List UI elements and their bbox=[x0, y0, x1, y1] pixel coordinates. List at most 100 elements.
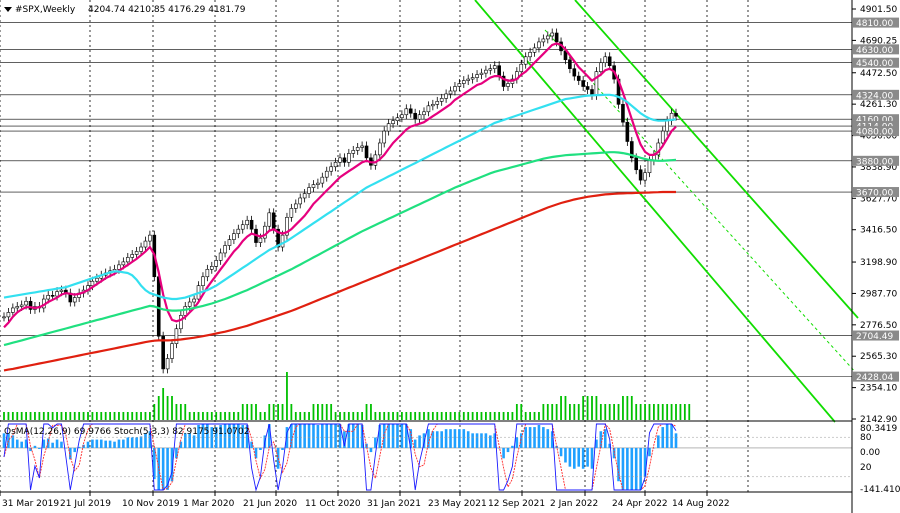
volume-bar bbox=[95, 412, 98, 420]
osma-bar bbox=[197, 424, 200, 448]
osma-bar bbox=[435, 431, 439, 448]
candle-body bbox=[408, 108, 413, 114]
indicator-title: OsMA(12,26,9) 69.9766 Stoch(5,3,3) 82.91… bbox=[4, 427, 250, 437]
candle-body bbox=[585, 86, 590, 90]
volume-bar bbox=[78, 412, 81, 420]
osma-bar bbox=[515, 437, 519, 448]
level-label: 4540.00 bbox=[856, 59, 893, 69]
volume-bar bbox=[498, 412, 501, 420]
volume-bar bbox=[431, 412, 434, 420]
volume-bar bbox=[484, 412, 487, 420]
osma-bar bbox=[493, 433, 497, 448]
osma-bar bbox=[648, 447, 651, 457]
candle-body bbox=[576, 75, 581, 81]
candle-body bbox=[293, 203, 298, 209]
axes bbox=[0, 0, 856, 513]
volume-bar bbox=[100, 412, 103, 420]
time-tick-label: 11 Oct 2020 bbox=[305, 499, 361, 509]
candle-body bbox=[364, 145, 369, 159]
candle-body bbox=[143, 240, 148, 248]
level-label-box bbox=[853, 126, 899, 137]
volume-bar bbox=[250, 404, 253, 420]
osma-bar bbox=[458, 429, 461, 448]
volume-bar bbox=[210, 412, 213, 420]
volume-bar bbox=[7, 412, 10, 420]
candle-body bbox=[435, 101, 440, 105]
candle-body bbox=[209, 266, 214, 270]
candle-body bbox=[214, 260, 219, 267]
osma-bar bbox=[29, 447, 32, 452]
volume-bar bbox=[405, 412, 408, 420]
osma-bar bbox=[166, 447, 169, 490]
level-label-box bbox=[853, 17, 899, 28]
osma-bar bbox=[237, 424, 240, 448]
candle-body bbox=[497, 65, 501, 77]
osma-bar bbox=[232, 424, 236, 448]
osma-bar bbox=[122, 439, 125, 448]
candle-body bbox=[581, 80, 585, 87]
triangle-down-icon[interactable] bbox=[4, 7, 12, 12]
candle-body bbox=[329, 166, 333, 172]
volume-bar bbox=[255, 404, 257, 420]
volume-bar bbox=[644, 404, 646, 420]
osma-bar bbox=[630, 447, 634, 490]
osma-bar bbox=[179, 441, 183, 448]
osma-bar bbox=[511, 445, 514, 448]
osma-bar bbox=[577, 447, 581, 467]
osma-bar bbox=[329, 424, 333, 448]
volume-bar bbox=[325, 404, 328, 420]
osma-bar bbox=[153, 447, 156, 480]
volume-bars bbox=[3, 372, 691, 420]
osma-bar bbox=[356, 424, 359, 448]
osma-bar bbox=[325, 424, 329, 448]
osma-bar bbox=[674, 433, 678, 448]
osma-bar bbox=[471, 433, 474, 448]
volume-bar bbox=[356, 412, 359, 420]
osma-bar bbox=[519, 433, 523, 448]
volume-bar bbox=[679, 404, 682, 420]
volume-bar bbox=[560, 396, 562, 420]
candle-body bbox=[461, 80, 466, 84]
volume-bar bbox=[64, 412, 67, 420]
osma-bar bbox=[126, 437, 130, 448]
volume-bar bbox=[171, 396, 173, 420]
indicator-tick-label: 80 bbox=[860, 433, 872, 443]
volume-bar bbox=[546, 404, 549, 420]
osma-bar bbox=[214, 427, 218, 448]
osma-bar bbox=[157, 447, 161, 490]
osma-bar bbox=[334, 424, 337, 448]
osma-bar bbox=[290, 424, 293, 448]
candle-body bbox=[15, 306, 20, 309]
candle-body bbox=[130, 254, 135, 258]
time-tick-label: 1 Mar 2020 bbox=[183, 499, 235, 509]
candle-body bbox=[665, 120, 669, 132]
indicator-tick-label: -141.4101 bbox=[860, 485, 900, 495]
time-tick-label: 21 Jul 2019 bbox=[60, 499, 111, 509]
osma-bar bbox=[113, 441, 116, 448]
candle-body bbox=[227, 239, 232, 246]
volume-bar bbox=[670, 404, 673, 420]
candle-body bbox=[599, 62, 603, 72]
osma-bar bbox=[489, 435, 492, 448]
volume-bar bbox=[162, 388, 165, 420]
candle-body bbox=[2, 316, 6, 319]
volume-bar bbox=[109, 412, 112, 420]
candle-body bbox=[523, 56, 528, 65]
candle-body bbox=[249, 219, 254, 230]
candle-body bbox=[594, 71, 599, 96]
osma-bar bbox=[38, 447, 41, 449]
osma-bar bbox=[104, 440, 107, 448]
osma-bar bbox=[69, 447, 72, 460]
volume-bar bbox=[383, 412, 386, 420]
volume-bar bbox=[140, 412, 142, 420]
candle-body bbox=[391, 120, 395, 124]
volume-bar bbox=[215, 412, 218, 420]
volume-bar bbox=[157, 396, 160, 420]
candle-body bbox=[382, 130, 387, 144]
volume-bar bbox=[321, 404, 324, 420]
osma-bar bbox=[298, 424, 302, 448]
volume-bar bbox=[126, 412, 129, 420]
osma-bar bbox=[281, 447, 284, 450]
osma-bar bbox=[444, 429, 448, 448]
candle-body bbox=[621, 104, 625, 123]
